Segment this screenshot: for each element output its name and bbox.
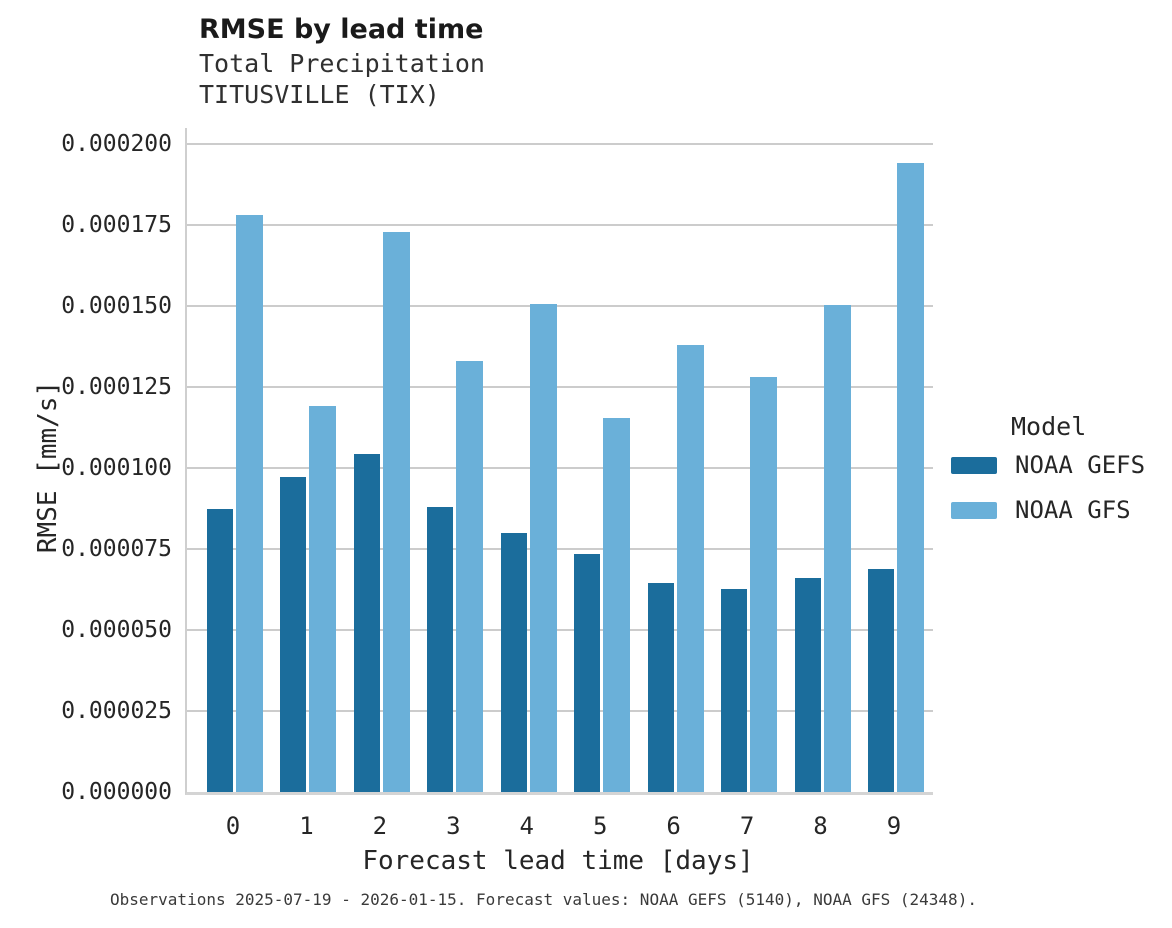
bar-noaa-gefs-lead-3 xyxy=(427,506,454,792)
chart-subtitle-station: TITUSVILLE (TIX) xyxy=(199,79,440,109)
chart-subtitle-variable: Total Precipitation xyxy=(199,49,485,79)
x-tick-label: 5 xyxy=(592,812,608,840)
chart-subtitle: Total Precipitation TITUSVILLE (TIX) xyxy=(199,49,485,110)
bar-noaa-gefs-lead-8 xyxy=(794,577,821,792)
y-tick-label: 0.000150 xyxy=(61,293,172,320)
gridline xyxy=(187,143,933,146)
gridline xyxy=(187,629,933,632)
y-tick-label: 0.000050 xyxy=(61,617,172,644)
x-tick-label: 4 xyxy=(519,812,534,840)
bar-noaa-gfs-lead-9 xyxy=(896,162,924,792)
y-tick-label: 0.000175 xyxy=(61,212,172,239)
legend-item-noaa-gfs: NOAA GFS xyxy=(951,496,1145,524)
y-tick-label: 0.000200 xyxy=(61,131,172,158)
x-tick-label: 1 xyxy=(299,812,314,840)
legend-swatch-noaa-gfs xyxy=(951,501,997,519)
legend-label-noaa-gefs: NOAA GEFS xyxy=(1015,451,1146,479)
x-tick-label: 2 xyxy=(372,812,388,840)
y-tick-label: 0.000000 xyxy=(61,779,172,805)
bar-noaa-gfs-lead-2 xyxy=(382,232,410,792)
x-tick-label: 6 xyxy=(666,812,681,840)
bar-noaa-gefs-lead-1 xyxy=(280,477,307,792)
legend-title: Model xyxy=(1011,412,1087,441)
bar-noaa-gfs-lead-0 xyxy=(236,214,263,792)
gridline xyxy=(187,710,933,713)
bar-noaa-gfs-lead-3 xyxy=(456,360,484,792)
bar-noaa-gfs-lead-6 xyxy=(676,345,704,792)
x-tick-label: 9 xyxy=(886,812,902,840)
gridline xyxy=(187,386,933,389)
y-tick-label: 0.000125 xyxy=(61,374,172,401)
chart-title: RMSE by lead time xyxy=(199,14,484,45)
bar-noaa-gefs-lead-6 xyxy=(647,583,674,792)
bar-noaa-gfs-lead-8 xyxy=(823,304,851,792)
legend: Model NOAA GEFS NOAA GFS xyxy=(951,412,1145,541)
gridline xyxy=(187,467,933,470)
bar-noaa-gefs-lead-9 xyxy=(867,568,894,792)
footer-caption: Observations 2025-07-19 - 2026-01-15. Fo… xyxy=(110,890,977,909)
bar-noaa-gfs-lead-1 xyxy=(309,405,337,792)
legend-item-noaa-gefs: NOAA GEFS xyxy=(951,451,1145,479)
y-tick-label: 0.000025 xyxy=(61,698,172,725)
title-block: RMSE by lead time Total Precipitation TI… xyxy=(199,14,485,110)
y-axis-ticks: 0.000000 0.000025 0.000050 0.000075 0.000100… xyxy=(0,128,172,805)
bar-noaa-gfs-lead-7 xyxy=(750,377,778,792)
bar-noaa-gefs-lead-2 xyxy=(353,454,380,792)
x-axis-ticks: 0 1 2 3 4 5 6 7 8 9 xyxy=(185,812,931,846)
x-tick-label: 0 xyxy=(225,812,241,840)
bar-noaa-gefs-lead-5 xyxy=(574,554,601,792)
bar-noaa-gfs-lead-4 xyxy=(529,304,557,792)
bar-noaa-gfs-lead-5 xyxy=(603,417,631,792)
y-tick-label: 0.000100 xyxy=(61,455,172,482)
y-tick-label: 0.000075 xyxy=(61,536,172,563)
gridline xyxy=(187,224,933,227)
legend-swatch-noaa-gefs xyxy=(951,456,997,474)
gridline xyxy=(187,548,933,551)
gridline xyxy=(187,305,933,308)
legend-label-noaa-gfs: NOAA GFS xyxy=(1015,496,1131,524)
x-tick-label: 8 xyxy=(813,812,828,840)
plot-area xyxy=(185,128,933,795)
bar-noaa-gefs-lead-0 xyxy=(207,508,233,792)
x-axis-label: Forecast lead time [days] xyxy=(362,846,754,876)
bar-noaa-gefs-lead-7 xyxy=(721,588,748,792)
bar-noaa-gefs-lead-4 xyxy=(500,533,527,792)
x-tick-label: 3 xyxy=(446,812,461,840)
x-tick-label: 7 xyxy=(739,812,755,840)
